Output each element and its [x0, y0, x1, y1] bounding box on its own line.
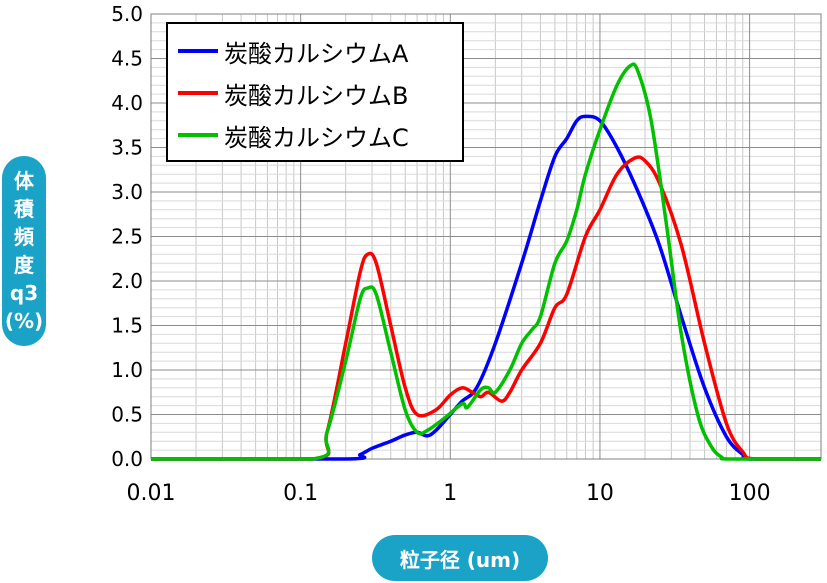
y-tick-label: 1.5: [111, 314, 143, 338]
x-tick-label: 1: [443, 481, 457, 506]
legend-label-a: 炭酸カルシウムA: [224, 39, 409, 68]
x-tick-labels: 0.01 0.1 1 10 100: [127, 481, 771, 506]
legend-swatch-b: [178, 91, 218, 95]
plot-frame: [150, 13, 822, 460]
y-axis-label: 体 積 頻 度 q3 (%): [2, 156, 46, 346]
y-tick-label: 3.5: [111, 136, 143, 160]
x-tick-label: 10: [586, 481, 614, 506]
series-line-b: [151, 155, 821, 461]
y-tick-label: 4.0: [111, 91, 143, 115]
y-tick-label: 2.0: [111, 269, 143, 293]
legend-label-c: 炭酸カルシウムC: [224, 123, 409, 152]
y-tick-labels: 0.0 0.5 1.0 1.5 2.0 2.5 3.0 3.5 4.0 4.5 5.0: [111, 2, 143, 471]
legend: 炭酸カルシウムA 炭酸カルシウムB 炭酸カルシウムC: [166, 22, 464, 162]
y-tick-label: 4.5: [111, 47, 143, 71]
y-tick-label: 5.0: [111, 2, 143, 26]
x-tick-label: 0.1: [283, 481, 318, 506]
y-tick-label: 2.5: [111, 225, 143, 249]
series-line-c: [151, 62, 821, 461]
y-tick-label: 3.0: [111, 180, 143, 204]
series-layer: [151, 62, 821, 461]
series-line-a: [151, 114, 821, 461]
legend-swatch-a: [178, 49, 218, 53]
y-tick-label: 0.0: [111, 447, 143, 471]
legend-item-c: 炭酸カルシウムC: [178, 114, 462, 156]
y-tick-label: 1.0: [111, 358, 143, 382]
legend-item-b: 炭酸カルシウムB: [178, 72, 462, 114]
legend-swatch-c: [178, 133, 218, 137]
legend-label-b: 炭酸カルシウムB: [224, 81, 409, 110]
legend-item-a: 炭酸カルシウムA: [178, 30, 462, 72]
x-tick-label: 0.01: [127, 481, 176, 506]
x-tick-label: 100: [729, 481, 771, 506]
y-tick-label: 0.5: [111, 403, 143, 427]
x-axis-label: 粒子径 (um): [372, 535, 548, 581]
